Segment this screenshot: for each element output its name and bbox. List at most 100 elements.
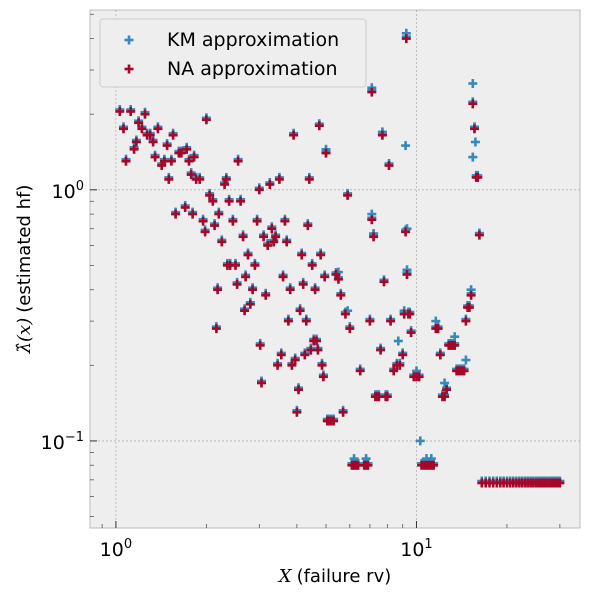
x-axis-label: X (failure rv) bbox=[277, 566, 392, 587]
na-point-99 bbox=[320, 272, 330, 282]
na-point-55 bbox=[245, 299, 255, 309]
x-tick-label-1: 101 bbox=[400, 537, 432, 561]
na-point-54 bbox=[243, 250, 253, 260]
na-point-66 bbox=[267, 224, 277, 234]
na-point-169 bbox=[464, 303, 474, 312]
na-point-172 bbox=[470, 124, 479, 134]
na-point-38 bbox=[213, 285, 223, 295]
na-point-36 bbox=[210, 221, 220, 231]
y-axis-label: λ̂(x) (estimated hf) bbox=[14, 185, 35, 355]
na-point-2 bbox=[121, 156, 131, 166]
na-point-42 bbox=[221, 174, 231, 184]
na-point-81 bbox=[294, 385, 303, 395]
na-point-63 bbox=[261, 290, 271, 300]
na-point-93 bbox=[312, 336, 321, 346]
na-point-133 bbox=[389, 366, 399, 376]
legend: KM approximation NA approximation bbox=[99, 18, 367, 88]
na-point-19 bbox=[168, 130, 178, 140]
na-point-10 bbox=[145, 130, 155, 140]
na-point-83 bbox=[297, 250, 307, 260]
na-point-0 bbox=[115, 107, 125, 116]
na-point-47 bbox=[231, 260, 240, 270]
na-point-68 bbox=[271, 232, 281, 242]
na-point-24 bbox=[182, 144, 192, 154]
na-point-130 bbox=[382, 392, 392, 402]
na-point-35 bbox=[208, 196, 218, 206]
na-point-84 bbox=[298, 279, 308, 289]
na-point-60 bbox=[255, 340, 265, 350]
na-point-50 bbox=[236, 196, 246, 206]
na-point-121 bbox=[367, 215, 377, 225]
na-point-100 bbox=[321, 148, 331, 158]
na-point-1 bbox=[119, 124, 128, 134]
na-point-22 bbox=[176, 148, 186, 158]
na-point-12 bbox=[150, 152, 160, 162]
na-point-79 bbox=[290, 355, 300, 365]
x-axis-label-text: (failure rv) bbox=[297, 566, 392, 587]
na-point-145 bbox=[414, 372, 424, 382]
na-point-88 bbox=[304, 174, 314, 184]
na-point-40 bbox=[217, 237, 227, 247]
na-point-106 bbox=[333, 274, 343, 284]
na-point-5 bbox=[131, 137, 141, 147]
y-axis-label-math: λ̂(x) bbox=[14, 318, 35, 355]
na-point-39 bbox=[214, 209, 224, 219]
na-point-13 bbox=[153, 124, 163, 134]
na-point-80 bbox=[292, 407, 302, 417]
y-axis-ticks: 10−1 100 bbox=[41, 179, 97, 454]
na-point-132 bbox=[386, 316, 396, 326]
na-point-70 bbox=[274, 174, 284, 184]
na-point-136 bbox=[398, 350, 408, 360]
na-point-71 bbox=[276, 350, 286, 360]
legend-label-km: KM approximation bbox=[167, 29, 339, 51]
legend-marker-na bbox=[124, 64, 134, 74]
na-point-67 bbox=[269, 237, 279, 247]
na-point-110 bbox=[343, 190, 353, 200]
na-point-28 bbox=[189, 152, 199, 162]
na-point-78 bbox=[289, 130, 299, 140]
na-point-94 bbox=[313, 345, 323, 355]
na-point-109 bbox=[340, 309, 350, 319]
y-axis-label-text: (estimated hf) bbox=[14, 185, 35, 313]
na-point-58 bbox=[252, 216, 262, 226]
km-point-210 bbox=[468, 152, 478, 162]
km-point-227 bbox=[393, 336, 403, 346]
na-point-4 bbox=[129, 144, 139, 154]
na-point-142 bbox=[406, 328, 416, 338]
na-point-51 bbox=[238, 232, 248, 242]
na-point-49 bbox=[233, 156, 243, 166]
na-point-59 bbox=[254, 185, 264, 195]
na-point-30 bbox=[195, 174, 205, 184]
na-point-73 bbox=[280, 216, 290, 226]
km-point-209 bbox=[470, 137, 480, 147]
na-point-174 bbox=[473, 172, 483, 182]
km-point-219 bbox=[461, 355, 471, 365]
na-point-156 bbox=[440, 392, 450, 402]
na-point-104 bbox=[329, 416, 339, 426]
na-point-6 bbox=[134, 118, 144, 128]
na-point-75 bbox=[283, 316, 293, 326]
y-tick-label-0: 10−1 bbox=[41, 430, 84, 454]
km-point-215 bbox=[415, 436, 425, 446]
na-point-44 bbox=[224, 196, 234, 206]
na-point-107 bbox=[336, 290, 346, 300]
na-point-26 bbox=[186, 170, 196, 180]
na-point-167 bbox=[461, 316, 471, 326]
km-point-212 bbox=[401, 141, 411, 151]
na-point-90 bbox=[307, 260, 317, 270]
na-point-205 bbox=[367, 87, 377, 97]
na-point-57 bbox=[250, 260, 260, 270]
na-point-166 bbox=[459, 366, 469, 376]
na-point-56 bbox=[248, 285, 258, 295]
na-point-92 bbox=[310, 285, 320, 295]
minor-ticks bbox=[90, 13, 561, 528]
na-point-33 bbox=[201, 115, 211, 125]
na-point-82 bbox=[295, 306, 305, 316]
na-point-62 bbox=[259, 232, 269, 242]
na-point-65 bbox=[265, 180, 275, 189]
na-point-141 bbox=[405, 309, 415, 319]
na-point-32 bbox=[200, 227, 210, 237]
km-point-208 bbox=[468, 79, 478, 88]
na-point-127 bbox=[377, 130, 387, 140]
na-point-87 bbox=[303, 221, 313, 231]
